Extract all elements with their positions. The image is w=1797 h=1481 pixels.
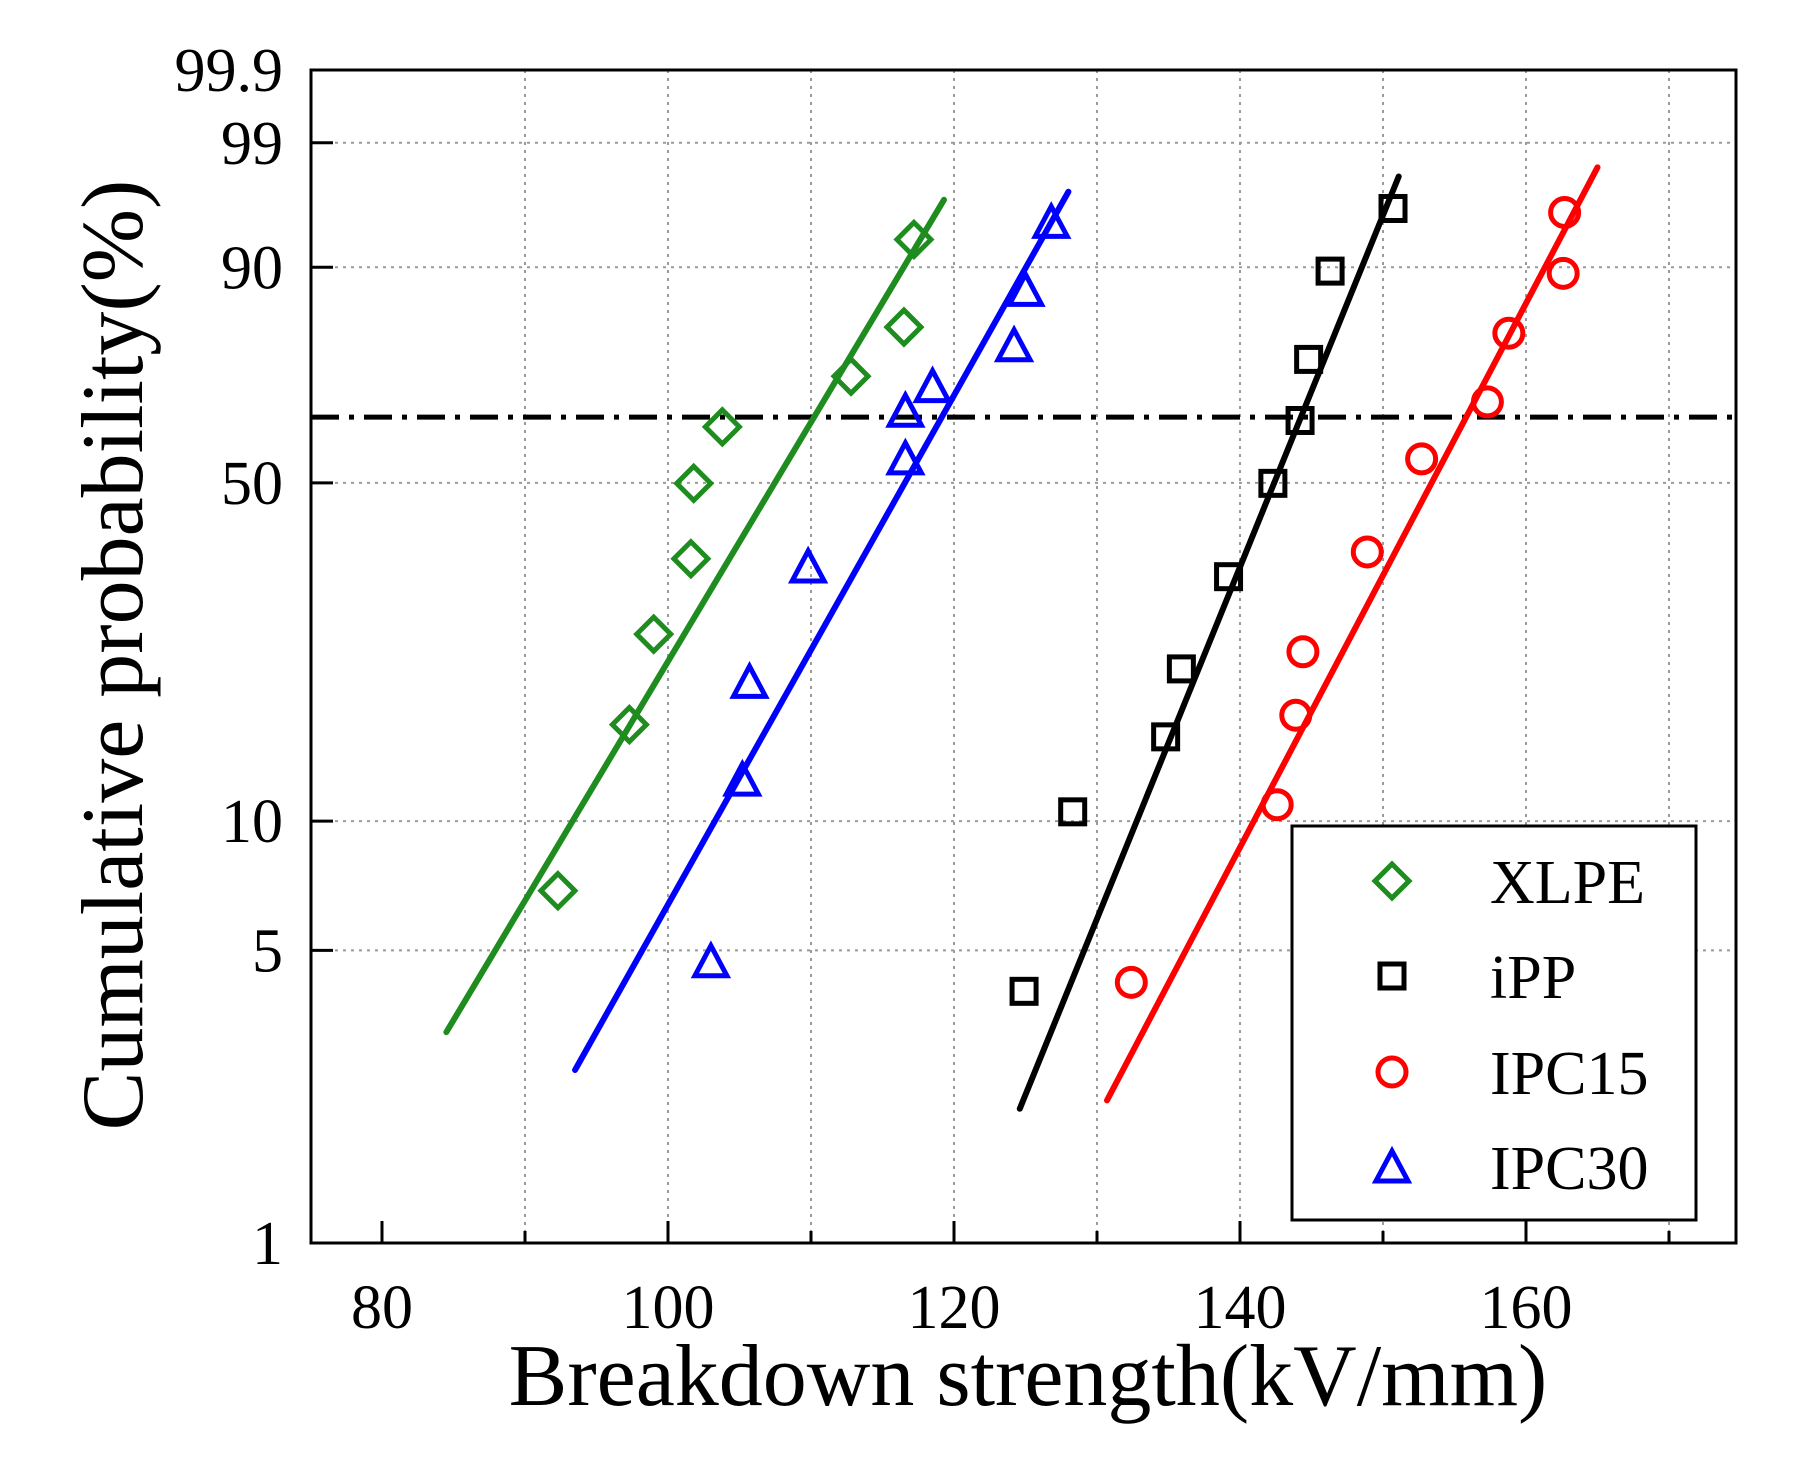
data-points	[537, 193, 1582, 1006]
data-point-ipp	[1214, 562, 1244, 592]
y-tick-label: 90	[221, 234, 283, 302]
data-point-ipc30	[722, 758, 763, 797]
data-point-ipp	[1285, 405, 1315, 435]
data-point-ipp	[1166, 654, 1196, 684]
data-point-xlpe	[883, 306, 925, 348]
x-tick-label: 160	[1480, 1274, 1573, 1342]
x-tick-label: 80	[351, 1274, 413, 1342]
fit-line-xlpe	[443, 196, 947, 1036]
y-tick-label: 99.9	[175, 37, 284, 105]
data-point-ipc30	[787, 545, 829, 584]
data-point-xlpe	[633, 613, 675, 655]
data-point-ipc15	[1548, 196, 1582, 230]
legend: XLPE iPP IPC15 IPC30	[1290, 824, 1698, 1222]
legend-label-ipc15: IPC15	[1490, 1040, 1648, 1108]
x-tick-label: 100	[622, 1274, 715, 1342]
legend-marker-ipc30	[1371, 1145, 1413, 1184]
data-point-xlpe	[673, 462, 715, 504]
data-point-ipp	[1009, 976, 1039, 1006]
data-point-ipc15	[1405, 442, 1439, 476]
data-point-ipc30	[690, 940, 732, 979]
x-tick-labels: 80 100 120 140 160	[351, 1274, 1573, 1342]
data-point-xlpe	[537, 870, 579, 912]
x-tick-label: 140	[1194, 1274, 1287, 1342]
legend-label-ipc30: IPC30	[1490, 1135, 1648, 1203]
y-tick-label: 50	[221, 450, 283, 518]
x-tick-label: 120	[908, 1274, 1001, 1342]
data-point-ipc15	[1470, 385, 1504, 419]
data-point-ipc15	[1350, 535, 1384, 569]
data-point-ipp	[1258, 468, 1288, 498]
legend-box	[1290, 824, 1698, 1222]
legend-marker-ipp	[1377, 961, 1407, 991]
data-point-xlpe	[670, 538, 712, 580]
data-point-ipc15	[1114, 965, 1148, 999]
data-point-ipp	[1151, 722, 1181, 752]
y-tick-label: 5	[252, 917, 283, 985]
data-point-xlpe	[893, 218, 935, 260]
y-tick-label: 1	[252, 1210, 283, 1278]
fit-line-ipc30	[572, 188, 1072, 1073]
legend-label-xlpe: XLPE	[1490, 849, 1645, 917]
data-point-ipc15	[1492, 316, 1526, 350]
data-point-ipp	[1058, 797, 1088, 827]
x-axis-label: Breakdown strength(kV/mm)	[509, 1328, 1548, 1425]
data-point-ipc15	[1260, 788, 1294, 822]
data-point-ipc30	[1005, 269, 1046, 307]
data-point-ipc30	[1031, 201, 1072, 239]
axis-ticks	[311, 68, 1671, 1245]
data-point-xlpe	[701, 406, 743, 448]
fit-line-ipp	[1016, 173, 1402, 1112]
data-point-ipc15	[1546, 256, 1580, 290]
data-point-ipp	[1294, 344, 1324, 374]
plot-frame	[309, 68, 1738, 1245]
data-point-ipp	[1378, 193, 1408, 223]
data-point-ipc30	[993, 324, 1035, 363]
data-point-ipc15	[1286, 635, 1320, 669]
legend-marker-ipc15	[1375, 1055, 1409, 1089]
data-point-ipc15	[1279, 698, 1313, 732]
y-tick-label: 99	[221, 110, 283, 178]
y-tick-label: 10	[221, 788, 283, 856]
data-point-xlpe	[608, 704, 650, 746]
y-axis-label: Cumulative probability(%)	[65, 180, 162, 1131]
data-point-ipc30	[885, 437, 926, 476]
data-point-ipc30	[729, 661, 770, 699]
data-point-ipp	[1315, 256, 1345, 286]
data-point-ipc30	[885, 389, 926, 428]
legend-marker-xlpe	[1371, 860, 1413, 902]
legend-label-ipp: iPP	[1490, 944, 1576, 1012]
data-point-xlpe	[830, 355, 872, 397]
data-point-ipc30	[912, 365, 953, 404]
